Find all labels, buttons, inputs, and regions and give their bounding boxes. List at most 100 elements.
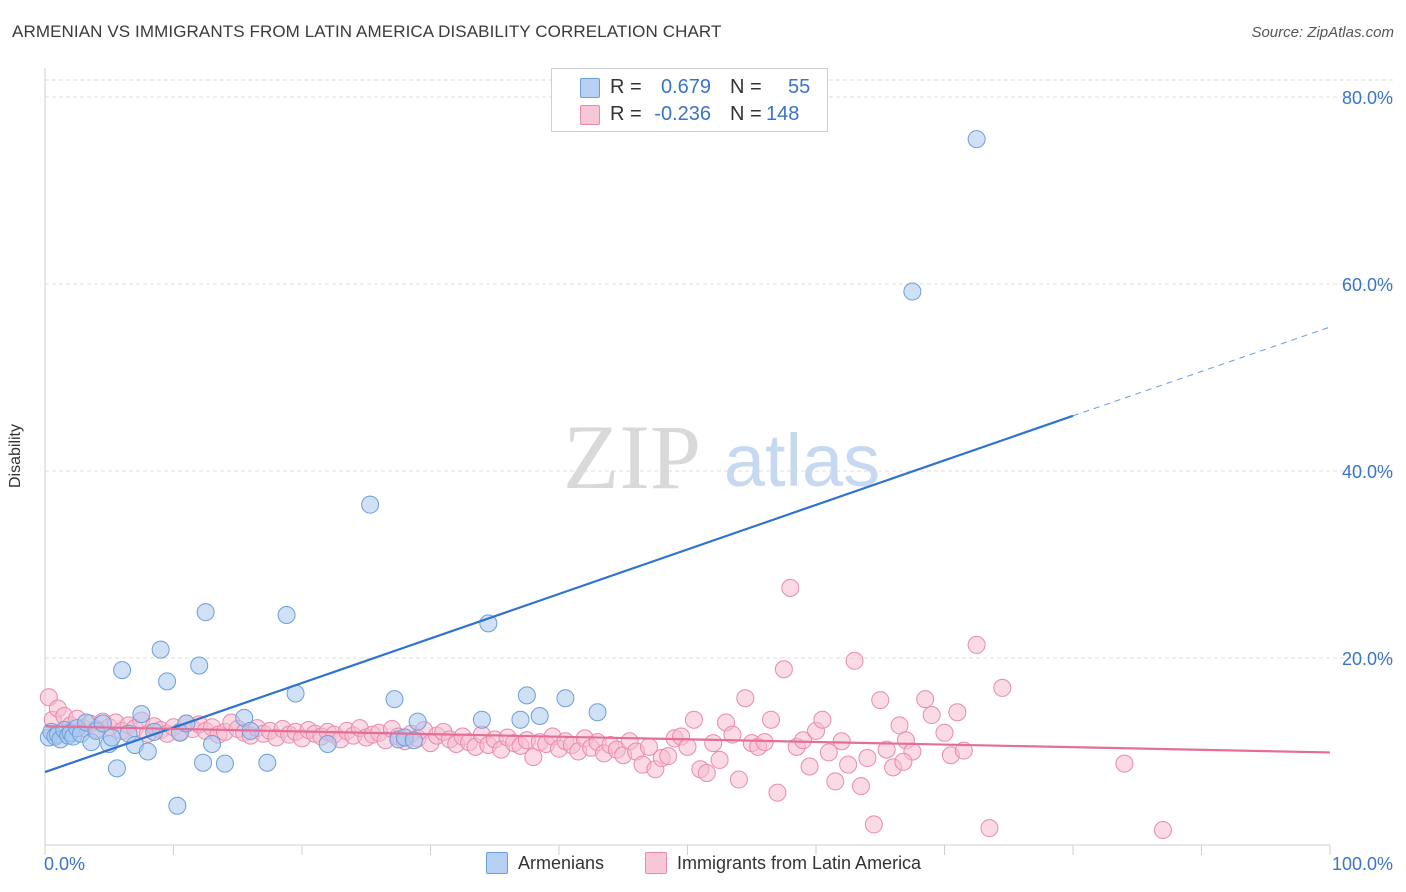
trend-line-armenians-extension [1072,326,1331,417]
legend-label-latin-america: Immigrants from Latin America [677,852,922,873]
data-point-latin-america [916,690,935,709]
data-point-latin-america [800,757,819,776]
data-point-latin-america [839,755,858,774]
data-point-latin-america [980,819,999,838]
data-point-latin-america [1115,754,1134,773]
data-point-latin-america [813,710,832,729]
legend-item-armenians: Armenians [486,852,604,874]
legend-n-value: 55 [788,75,811,98]
y-tick-label: 80.0% [1342,88,1393,108]
data-point-latin-america [993,678,1012,697]
legend-row-armenians: R = 0.679 N = 55 [552,74,827,100]
legend-row-latin-america: R = -0.236 N = 148 [552,101,827,127]
legend-r-label: R = [610,75,642,98]
trend-line-latin-america [44,725,1331,754]
data-point-latin-america [659,747,678,766]
data-point-latin-america [935,723,954,742]
trend-line-armenians [44,414,1074,774]
data-point-latin-america [736,689,755,708]
legend-r-label: R = [610,102,642,125]
data-point-latin-america [710,750,729,769]
data-point-armenians [517,686,536,705]
watermark: ZIP atlas [563,406,880,508]
data-point-latin-america [871,691,890,710]
data-point-latin-america [819,743,838,762]
chart-title: ARMENIAN VS IMMIGRANTS FROM LATIN AMERIC… [12,22,722,41]
data-point-latin-america [684,710,703,729]
data-point-armenians [408,712,427,731]
data-point-latin-america [524,748,543,767]
legend-n-value: 148 [766,102,800,125]
data-point-armenians [556,689,575,708]
data-point-armenians [194,753,213,772]
data-point-latin-america [762,710,781,729]
legend-r-value: -0.236 [654,102,711,125]
watermark-atlas: atlas [724,419,880,502]
tick-labels: 20.0% 40.0% 60.0% 80.0% 0.0% 100.0% [44,88,1393,874]
data-point-armenians [151,640,170,659]
data-point-armenians [168,796,187,815]
data-point-latin-america [858,749,877,768]
grid-lines [45,79,1395,659]
data-point-armenians [530,706,549,725]
data-point-latin-america [774,660,793,679]
data-point-latin-america [922,706,941,725]
data-point-latin-america [678,737,697,756]
data-point-armenians [385,690,404,709]
data-point-armenians [190,656,209,675]
data-point-armenians [196,603,215,622]
data-point-latin-america [851,777,870,796]
data-point-latin-america [845,651,864,670]
data-point-latin-america [697,764,716,783]
legend-swatch-armenians [486,852,508,874]
data-point-armenians [138,742,157,761]
data-point-latin-america [755,733,774,752]
data-point-latin-america [704,734,723,753]
trend-lines [44,326,1331,774]
data-point-latin-america [877,740,896,759]
data-point-latin-america [768,783,787,802]
data-point-armenians [107,759,126,778]
watermark-zip: ZIP [563,406,701,508]
data-point-armenians [102,728,121,747]
data-point-armenians [361,495,380,514]
data-point-armenians [258,753,277,772]
data-point-latin-america [832,732,851,751]
data-point-latin-america [729,770,748,789]
legend-r-value: 0.679 [660,75,711,98]
legend-label-armenians: Armenians [518,852,605,873]
data-point-armenians [588,703,607,722]
legend-n-label: N = [730,102,762,125]
series-legend: Armenians Immigrants from Latin America [0,852,1406,878]
source-label: Source: ZipAtlas.com [1251,24,1394,41]
legend-n-label: N = [730,75,762,98]
legend-item-latin-america: Immigrants from Latin America [645,852,921,874]
data-point-latin-america [826,772,845,791]
data-point-latin-america [1153,821,1172,840]
data-point-latin-america [864,815,883,834]
data-point-latin-america [890,716,909,735]
data-point-latin-america [894,752,913,771]
y-tick-label: 20.0% [1342,649,1393,669]
legend-swatch-latin-america [580,105,600,125]
data-point-armenians [215,754,234,773]
data-point-armenians [967,130,986,149]
data-point-latin-america [723,725,742,744]
y-tick-label: 40.0% [1342,462,1393,482]
data-point-latin-america [954,741,973,760]
legend-swatch-latin-america [645,852,667,874]
correlation-legend: R = 0.679 N = 55 R = -0.236 N = 148 [551,68,828,132]
data-point-armenians [318,735,337,754]
data-point-latin-america [794,731,813,750]
data-point-armenians [903,282,922,301]
data-point-armenians [113,661,132,680]
y-tick-label: 60.0% [1342,275,1393,295]
data-point-armenians [203,735,222,754]
data-point-armenians [511,710,530,729]
data-point-armenians [472,710,491,729]
x-tick-label: 100.0% [1332,854,1393,874]
legend-swatch-armenians [580,78,600,98]
data-point-latin-america [967,635,986,654]
data-point-latin-america [948,703,967,722]
